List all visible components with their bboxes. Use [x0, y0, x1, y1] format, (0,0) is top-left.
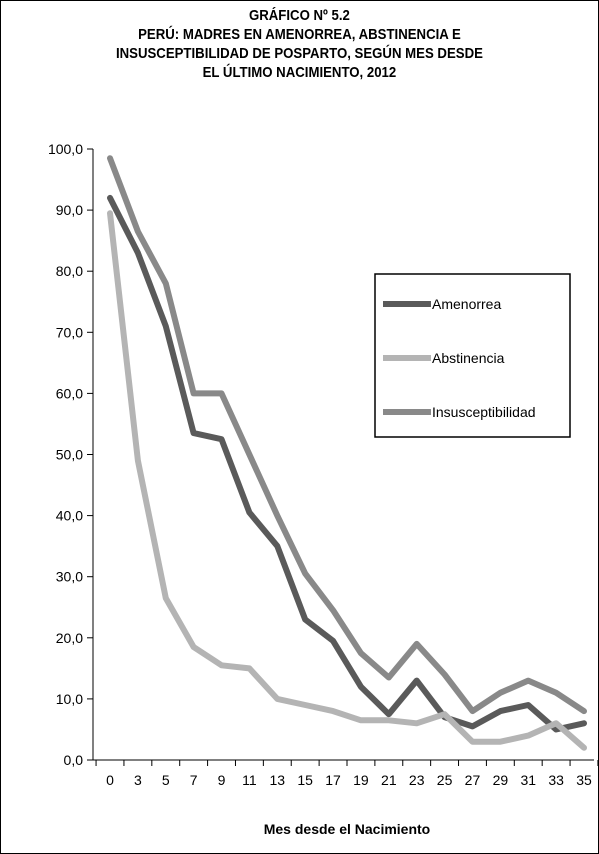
y-tick-label: 0,0 [64, 752, 84, 768]
y-tick-label: 10,0 [56, 691, 83, 707]
chart-title: GRÁFICO Nº 5.2 PERÚ: MADRES EN AMENORREA… [36, 6, 563, 82]
legend-label: Abstinencia [432, 350, 505, 366]
y-tick-label: 50,0 [56, 447, 83, 463]
x-tick-label: 19 [353, 772, 369, 788]
x-tick-label: 5 [162, 772, 170, 788]
x-tick-label: 7 [190, 772, 198, 788]
y-tick-label: 100,0 [48, 141, 83, 157]
series-line-abstinencia [107, 210, 587, 751]
x-tick-label: 33 [548, 772, 564, 788]
x-tick-label: 17 [325, 772, 341, 788]
x-axis-label: Mes desde el Nacimiento [264, 821, 431, 837]
x-tick-label: 11 [242, 772, 257, 788]
title-line-3: INSUSCEPTIBILIDAD DE POSPARTO, SEGÚN MES… [115, 45, 483, 62]
legend-label: Insusceptibilidad [432, 404, 536, 420]
legend-label: Amenorrea [432, 296, 501, 312]
title-line-2: PERÚ: MADRES EN AMENORREA, ABSTINENCIA E [138, 26, 461, 43]
y-tick-label: 40,0 [56, 508, 83, 524]
x-tick-label: 0 [106, 772, 114, 788]
x-tick-label: 31 [520, 772, 536, 788]
y-tick-label: 90,0 [56, 202, 83, 218]
title-line-4: EL ÚLTIMO NACIMIENTO, 2012 [202, 64, 397, 81]
x-tick-label: 13 [270, 772, 286, 788]
x-tick-label: 9 [218, 772, 226, 788]
x-tick-label: 27 [465, 772, 481, 788]
x-tick-label: 35 [576, 772, 592, 788]
title-line-1: GRÁFICO Nº 5.2 [248, 7, 350, 24]
y-tick-label: 70,0 [56, 324, 83, 340]
x-tick-label: 3 [134, 772, 142, 788]
x-tick-label: 29 [493, 772, 509, 788]
x-tick-label: 15 [297, 772, 313, 788]
y-tick-label: 60,0 [56, 385, 83, 401]
series-line-insusceptibilidad [107, 155, 587, 715]
y-tick-label: 20,0 [56, 630, 83, 646]
x-tick-label: 21 [381, 772, 397, 788]
series-line-amenorrea [107, 194, 587, 733]
y-tick-label: 30,0 [56, 569, 83, 585]
x-tick-label: 23 [409, 772, 425, 788]
x-tick-label: 25 [437, 772, 453, 788]
y-tick-label: 80,0 [56, 263, 83, 279]
